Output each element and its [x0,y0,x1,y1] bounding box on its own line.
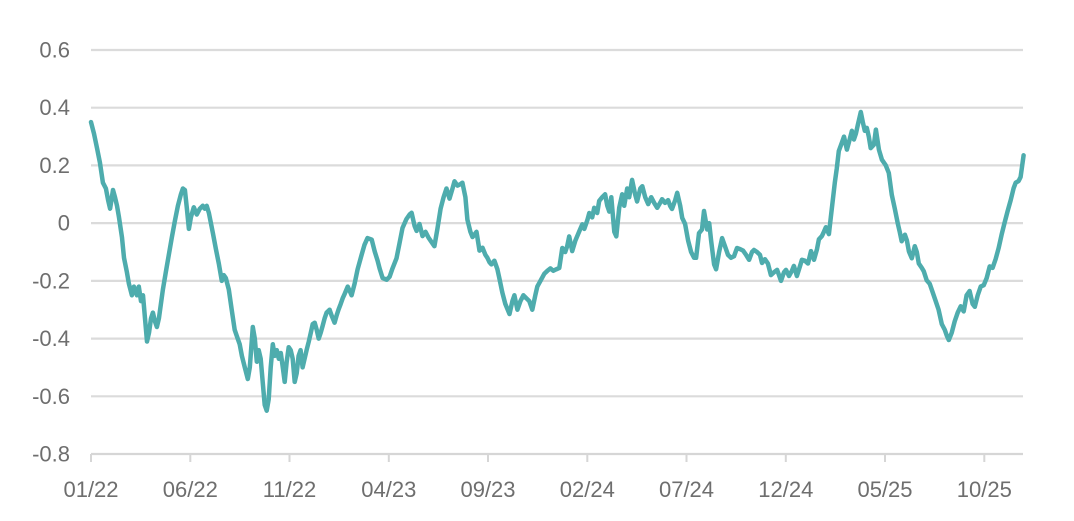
y-tick-label: -0.8 [32,442,70,467]
y-tick-label: -0.6 [32,384,70,409]
y-tick-label: 0.2 [39,153,70,178]
x-tick-label: 01/22 [63,477,118,502]
x-tick-label: 11/22 [263,477,316,502]
x-tick-label: 04/23 [361,477,416,502]
x-tick-label: 09/23 [460,477,515,502]
x-tick-label: 07/24 [659,477,714,502]
x-tick-label: 10/25 [957,477,1012,502]
y-tick-label: -0.2 [32,268,70,293]
series-line [88,109,1026,413]
x-tick-label: 06/22 [163,477,218,502]
y-tick-label: 0.6 [39,38,70,63]
x-tick-label: 02/24 [560,477,615,502]
y-tick-label: 0.4 [39,95,70,120]
x-tick-label: 05/25 [857,477,912,502]
y-tick-label: -0.4 [32,326,70,351]
x-tick-label: 12/24 [758,477,813,502]
y-tick-label: 0 [58,211,70,236]
